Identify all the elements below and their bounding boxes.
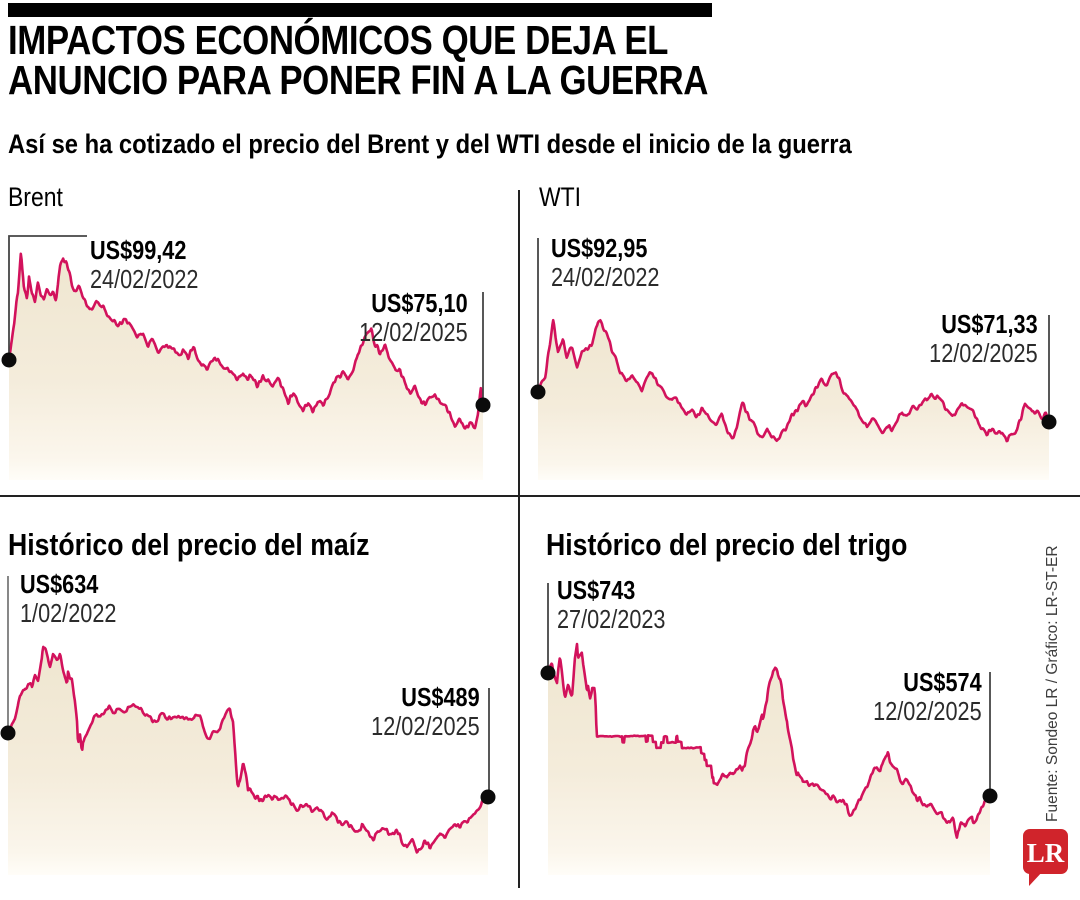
brent-price-chart (1, 235, 491, 480)
page-subtitle: Así se ha cotizado el precio del Brent y… (8, 129, 852, 159)
annotation-trigo-end: US$574 12/02/2025 (874, 669, 982, 727)
lr-logo-tail (1029, 871, 1043, 886)
annotation-value: US$743 (557, 577, 636, 605)
annotation-value: US$574 (903, 669, 982, 697)
wheat-price-chart (540, 583, 998, 875)
annotation-maiz-start: US$634 1/02/2022 (20, 571, 116, 629)
annotation-trigo-start: US$743 27/02/2023 (557, 577, 665, 635)
page-title-line2: ANUNCIO PARA PONER FIN A LA GUERRA (8, 57, 708, 103)
annotation-wti-start: US$92,95 24/02/2022 (551, 235, 659, 293)
lr-logo: LR (1023, 829, 1068, 886)
chart-label-wti: WTI (539, 182, 582, 212)
chart-title-maiz: Histórico del precio del maíz (8, 527, 370, 562)
annotation-brent-end: US$75,10 12/02/2025 (360, 290, 468, 348)
page-title: IMPACTOS ECONÓMICOS QUE DEJA EL ANUNCIO … (8, 17, 708, 103)
top-accent-bar (8, 3, 712, 17)
page-title-line1: IMPACTOS ECONÓMICOS QUE DEJA EL (8, 17, 669, 63)
vertical-divider (518, 190, 520, 888)
wti-price-chart (530, 238, 1057, 480)
annotation-date: 24/02/2022 (551, 264, 660, 292)
lr-logo-square (1023, 829, 1068, 874)
annotation-date: 12/02/2025 (929, 340, 1038, 368)
annotation-date: 27/02/2023 (557, 606, 666, 634)
annotation-date: 1/02/2022 (20, 600, 117, 628)
chart-label-brent: Brent (8, 182, 63, 212)
annotation-date: 12/02/2025 (873, 698, 982, 726)
horizontal-divider (0, 495, 1080, 497)
corn-price-chart (0, 576, 496, 875)
annotation-value: US$92,95 (551, 235, 648, 263)
annotation-value: US$75,10 (371, 290, 468, 318)
source-credit: Fuente: Sondeo LR / Gráfico: LR-ST-ER (1044, 545, 1061, 822)
annotation-maiz-end: US$489 12/02/2025 (372, 684, 480, 742)
annotation-value: US$99,42 (90, 237, 187, 265)
annotation-date: 24/02/2022 (90, 266, 199, 294)
lr-logo-text: LR (1027, 838, 1065, 868)
annotation-value: US$634 (20, 571, 99, 599)
annotation-brent-start: US$99,42 24/02/2022 (90, 237, 198, 295)
annotation-value: US$71,33 (941, 311, 1038, 339)
annotation-date: 12/02/2025 (371, 713, 480, 741)
annotation-value: US$489 (401, 684, 480, 712)
annotation-wti-end: US$71,33 12/02/2025 (930, 311, 1038, 369)
chart-title-trigo: Histórico del precio del trigo (546, 527, 908, 562)
annotation-date: 12/02/2025 (359, 319, 468, 347)
